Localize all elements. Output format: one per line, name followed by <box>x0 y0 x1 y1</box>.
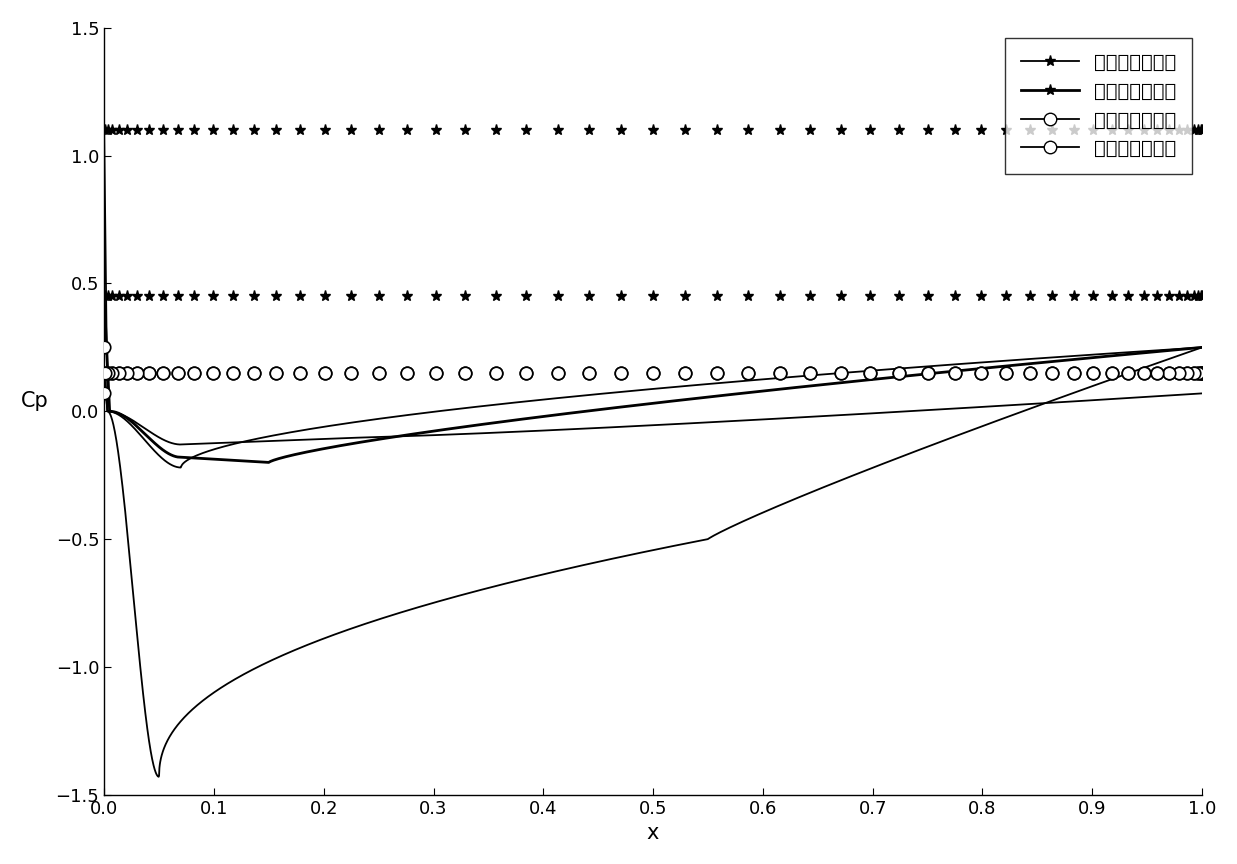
Y-axis label: Cp: Cp <box>21 391 48 411</box>
Legend: 初始翅型上表面, 初始翅型下表面, 优化翅型上表面, 优化翅型下表面: 初始翅型上表面, 初始翅型下表面, 优化翅型上表面, 优化翅型下表面 <box>1004 37 1192 174</box>
X-axis label: x: x <box>647 823 659 843</box>
